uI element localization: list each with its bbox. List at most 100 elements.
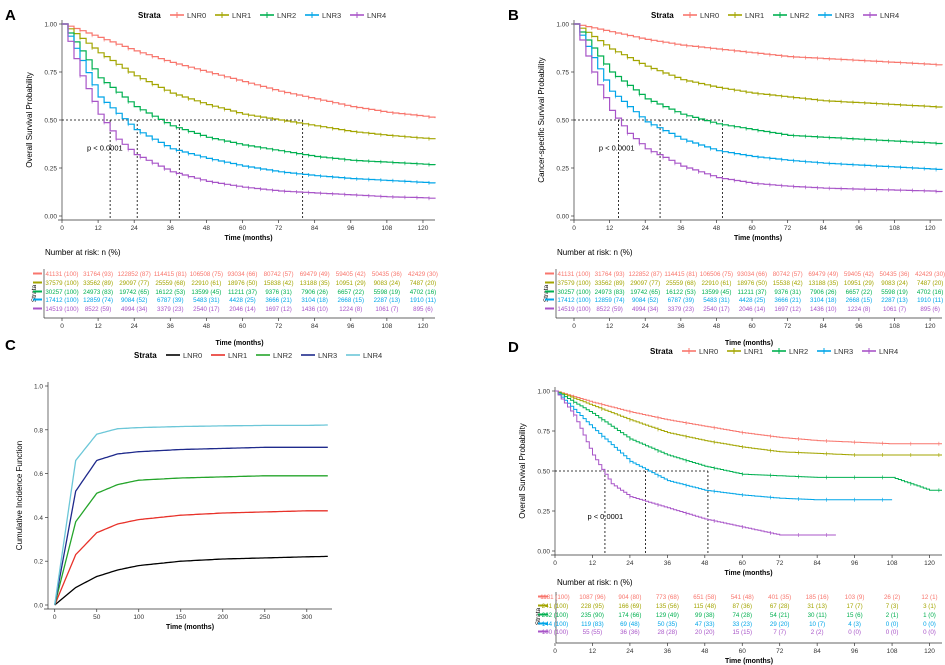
risk-x-tick-label: 120 [925, 323, 936, 330]
risk-cell: 2540 (17) [193, 306, 220, 313]
x-tick-label: 36 [664, 560, 672, 567]
risk-cell: 8522 (59) [596, 306, 623, 313]
risk-x-tick-label: 24 [626, 648, 634, 655]
risk-x-tick-label: 48 [203, 323, 211, 330]
y-tick-label: 0.00 [44, 214, 57, 221]
risk-cell: 129 (49) [656, 612, 679, 619]
legend-label-lnr1: LNR1 [745, 11, 764, 20]
legend-label-lnr2: LNR2 [789, 347, 808, 356]
risk-cell: 14519 (100) [557, 306, 590, 313]
y-tick-label: 1.0 [34, 384, 43, 391]
risk-cell: 16122 (53) [155, 289, 185, 296]
legend-label-lnr3: LNR3 [318, 351, 337, 360]
x-tick-label: 84 [311, 225, 319, 232]
x-tick-label: 108 [381, 225, 392, 232]
risk-cell: 122852 (87) [118, 271, 151, 278]
legend-label-lnr0: LNR0 [699, 347, 718, 356]
x-tick-label: 0 [553, 560, 557, 567]
risk-cell: 50 (35) [658, 621, 678, 628]
legend-label-lnr1: LNR1 [232, 11, 251, 20]
panel-D: D Strata LNR0 LNR1 LNR2 LNR3 LNR4 0.00 0.25 0.50 0… [508, 339, 942, 665]
risk-cell: 11211 (37) [738, 289, 767, 296]
risk-x-tick-label: 96 [851, 648, 859, 655]
risk-cell: 16122 (53) [666, 289, 696, 296]
series-line-lnr4 [555, 390, 836, 536]
y-tick-label: 0.50 [44, 118, 57, 125]
risk-cell: 5483 (31) [703, 297, 730, 304]
risk-cell: 262 (100) [542, 612, 569, 619]
x-tick-label: 0 [53, 614, 57, 621]
risk-cell: 9083 (24) [374, 280, 401, 287]
risk-cell: 2046 (14) [739, 306, 766, 313]
risk-cell: 2540 (17) [703, 306, 730, 313]
risk-cell: 24973 (83) [83, 289, 113, 296]
y-tick-label: 0.25 [44, 166, 57, 173]
risk-cell: 30257 (100) [45, 289, 78, 296]
risk-cell: 8522 (59) [85, 306, 112, 313]
risk-cell: 1131 (100) [540, 594, 569, 601]
risk-cell: 12859 (74) [83, 297, 113, 304]
series-line-lnr3 [54, 446, 328, 606]
y-tick-label: 0.50 [537, 469, 550, 476]
legend-label-lnr3: LNR3 [322, 11, 341, 20]
risk-cell: 30 (11) [808, 612, 827, 619]
risk-cell: 12 (1) [921, 594, 937, 601]
x-tick-label: 200 [217, 614, 228, 621]
panel-A: A Strata LNR0 LNR1 LNR2 LNR3 LNR4 0.00 0.25 0.50 0… [5, 7, 438, 347]
risk-cell: 174 (66) [618, 612, 641, 619]
y-tick-label: 0.75 [556, 70, 569, 77]
risk-cell: 895 (6) [413, 306, 433, 313]
legend-label-lnr4: LNR4 [363, 351, 382, 360]
risk-cell: 1436 (10) [301, 306, 328, 313]
risk-x-tick-label: 12 [589, 648, 597, 655]
series-line-lnr1 [555, 390, 942, 456]
risk-cell: 2668 (15) [338, 297, 365, 304]
risk-cell: 55 (55) [583, 629, 603, 636]
risk-cell: 67 (28) [770, 603, 790, 610]
x-tick-label: 50 [93, 614, 101, 621]
risk-cell: 3379 (23) [157, 306, 184, 313]
risk-cell: 11211 (37) [228, 289, 257, 296]
risk-cell: 1061 (7) [883, 306, 906, 313]
risk-x-tick-label: 84 [814, 648, 822, 655]
risk-cell: 6657 (22) [338, 289, 365, 296]
x-axis-label: Time (months) [166, 624, 214, 631]
y-tick-label: 0.75 [44, 70, 57, 77]
legend-label-lnr0: LNR0 [183, 351, 202, 360]
risk-x-tick-label: 12 [606, 323, 614, 330]
risk-cell: 24973 (83) [595, 289, 625, 296]
risk-cell: 10951 (29) [336, 280, 366, 287]
risk-cell: 895 (6) [920, 306, 940, 313]
risk-cell: 93034 (66) [737, 271, 767, 278]
risk-cell: 2287 (13) [881, 297, 908, 304]
risk-cell: 59405 (42) [336, 271, 366, 278]
risk-cell: 6787 (39) [157, 297, 184, 304]
risk-cell: 15538 (42) [773, 280, 803, 287]
risk-cell: 42429 (30) [915, 271, 945, 278]
x-tick-label: 72 [784, 225, 792, 232]
risk-cell: 13599 (45) [701, 289, 731, 296]
risk-x-tick-label: 60 [748, 323, 756, 330]
risk-cell: 1087 (96) [579, 594, 606, 601]
risk-cell: 4702 (16) [917, 289, 944, 296]
x-tick-label: 150 [175, 614, 186, 621]
legend-title: Strata [138, 11, 161, 20]
risk-x-tick-label: 108 [887, 648, 898, 655]
risk-cell: 42429 (30) [408, 271, 438, 278]
x-axis-label: Time (months) [224, 235, 272, 242]
y-axis-label: Overall Survival Probability [518, 423, 527, 519]
risk-cell: 31764 (93) [595, 271, 625, 278]
risk-cell: 166 (69) [618, 603, 641, 610]
legend-label-lnr3: LNR3 [835, 11, 854, 20]
risk-cell: 10951 (29) [844, 280, 874, 287]
risk-cell: 33 (23) [732, 621, 752, 628]
risk-cell: 15838 (42) [264, 280, 294, 287]
risk-cell: 69 (48) [620, 621, 640, 628]
risk-cell: 54 (21) [770, 612, 790, 619]
risk-cell: 30257 (100) [557, 289, 590, 296]
series-line-lnr0 [555, 390, 942, 445]
y-axis-label: Cancer-specific Survival Probability [537, 57, 546, 182]
x-tick-label: 0 [60, 225, 64, 232]
legend-label-lnr3: LNR3 [834, 347, 853, 356]
legend-label-lnr0: LNR0 [700, 11, 719, 20]
